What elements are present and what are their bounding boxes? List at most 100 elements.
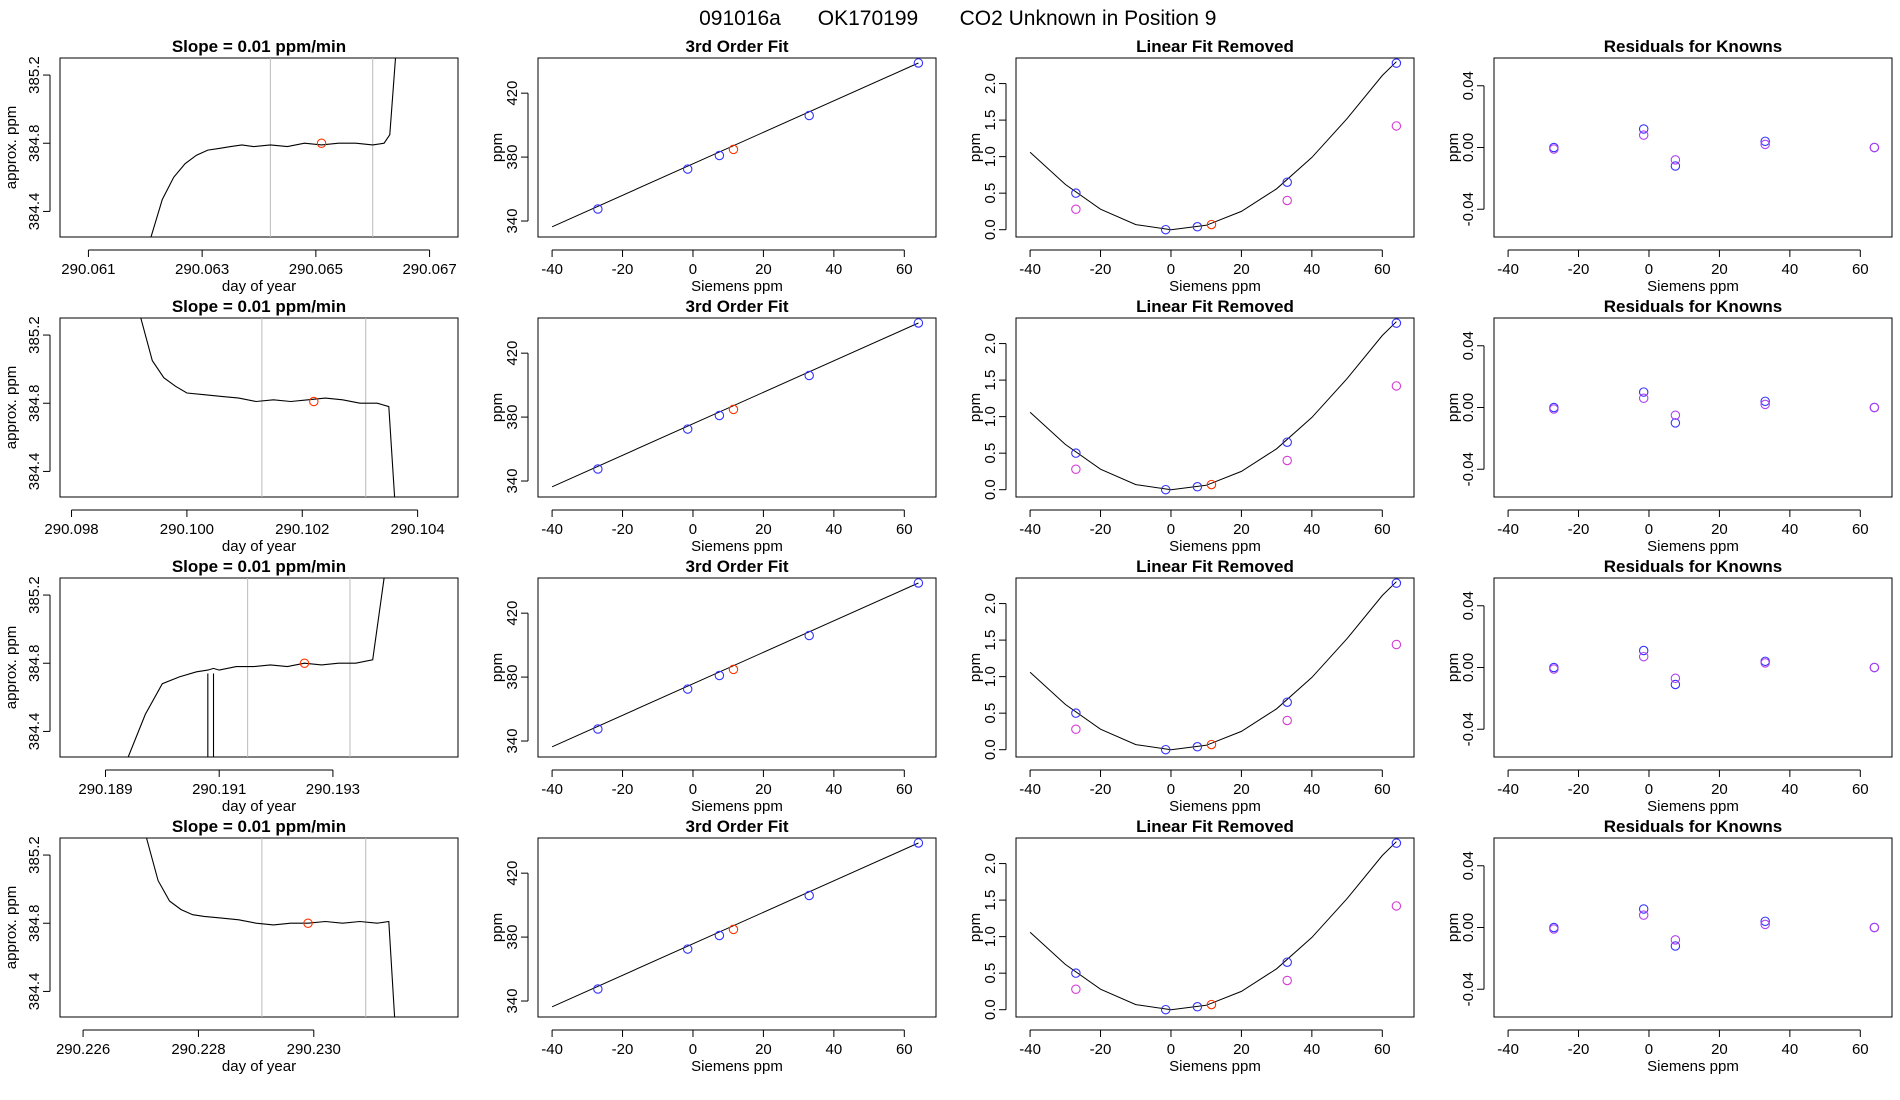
residual-point xyxy=(1869,922,1880,933)
y-tick-label: 385.2 xyxy=(26,316,43,354)
y-tick-label: 340 xyxy=(504,469,521,494)
plot-data xyxy=(150,58,397,237)
removed-point xyxy=(1071,464,1081,474)
x-tick-label: -40 xyxy=(1497,261,1519,278)
y-tick-label: 380 xyxy=(504,665,521,690)
x-axis-label: Siemens ppm xyxy=(1647,538,1739,555)
plot-frame xyxy=(1493,317,1893,498)
y-tick-label: 1.0 xyxy=(982,406,999,427)
x-tick-label: 20 xyxy=(1711,781,1728,798)
plot-frame xyxy=(1493,577,1893,758)
residual-point xyxy=(1760,136,1770,147)
standard-point xyxy=(1071,448,1081,458)
y-tick-label: 0.0 xyxy=(982,219,999,240)
standard-point xyxy=(1282,957,1292,967)
y-tick-label: 0.04 xyxy=(1460,331,1477,360)
x-axis-label: Siemens ppm xyxy=(691,538,783,555)
y-tick-label: 0.00 xyxy=(1460,653,1477,682)
standard-point xyxy=(1160,1004,1171,1015)
y-tick-label: 384.8 xyxy=(26,384,43,422)
plot-frame xyxy=(59,57,459,238)
x-tick-label: 20 xyxy=(1711,1041,1728,1058)
y-tick-label: 1.0 xyxy=(982,146,999,167)
y-axis-label: approx. ppm xyxy=(3,626,20,709)
plot-data xyxy=(145,838,396,1017)
y-axis-label: approx. ppm xyxy=(3,886,20,969)
residual-point xyxy=(1869,142,1880,153)
x-tick-label: 290.191 xyxy=(192,781,246,798)
panel-fit-row-1: 3rd Order Fit -40 -20 0 20 40 60 Siemens ppm 340… xyxy=(489,37,937,295)
y-tick-label: 384.4 xyxy=(26,193,43,231)
residual-point xyxy=(1638,387,1649,397)
y-tick-label: -0.04 xyxy=(1460,452,1477,486)
standard-point xyxy=(1282,437,1292,447)
removed-point xyxy=(1282,715,1292,726)
y-tick-label: 1.0 xyxy=(982,926,999,947)
y-tick-label: 0.04 xyxy=(1460,851,1477,880)
x-tick-label: 0 xyxy=(1645,261,1653,278)
x-tick-label: -20 xyxy=(612,261,634,278)
x-axis-label: day of year xyxy=(222,278,296,295)
residual-point xyxy=(1549,404,1559,414)
x-tick-label: 20 xyxy=(1233,261,1250,278)
x-tick-label: 290.102 xyxy=(275,521,329,538)
unknown-point xyxy=(728,924,739,935)
panel-trace-row-4: Slope = 0.01 ppm/min 290.226 290.228 290.23… xyxy=(3,817,459,1075)
residual-curve xyxy=(1029,841,1397,1011)
plot-frame xyxy=(59,317,459,498)
x-tick-label: 40 xyxy=(1782,1041,1799,1058)
standard-point xyxy=(1071,708,1081,718)
standard-point xyxy=(1391,58,1402,68)
standard-point xyxy=(1192,482,1203,492)
y-tick-label: 0.04 xyxy=(1460,591,1477,620)
plot-data xyxy=(1549,124,1880,171)
x-tick-label: 0 xyxy=(689,781,697,798)
x-tick-label: 60 xyxy=(1374,1041,1391,1058)
panel-title: Slope = 0.01 ppm/min xyxy=(172,557,346,576)
removed-point xyxy=(1391,381,1402,391)
removed-point xyxy=(1391,121,1402,131)
y-axis-label: ppm xyxy=(967,133,984,162)
y-tick-label: 1.5 xyxy=(982,110,999,131)
residual-point xyxy=(1670,410,1681,420)
x-tick-label: -40 xyxy=(541,521,563,538)
plot-frame xyxy=(537,837,937,1018)
panel-linear-row-2: Linear Fit Removed -40 -20 0 20 40 60 Siemens p… xyxy=(967,297,1415,555)
standard-point xyxy=(913,58,924,68)
y-tick-label: 0.5 xyxy=(982,963,999,984)
plot-frame xyxy=(59,837,459,1018)
x-tick-label: -20 xyxy=(1090,1041,1112,1058)
trace-line xyxy=(150,58,397,237)
x-axis-label: Siemens ppm xyxy=(1169,538,1261,555)
standard-point xyxy=(682,944,693,954)
plot-frame xyxy=(1493,837,1893,1018)
average-point xyxy=(299,658,310,668)
y-tick-label: 0.5 xyxy=(982,443,999,464)
x-tick-label: -40 xyxy=(1497,1041,1519,1058)
residual-point xyxy=(1760,919,1770,930)
y-tick-label: 0.0 xyxy=(982,479,999,500)
y-tick-label: 0.5 xyxy=(982,703,999,724)
y-tick-label: 385.2 xyxy=(26,576,43,614)
unknown-point xyxy=(1206,479,1217,490)
x-tick-label: 290.063 xyxy=(175,261,229,278)
x-tick-label: 40 xyxy=(1304,781,1321,798)
panel-title: 3rd Order Fit xyxy=(686,817,789,836)
x-tick-label: 40 xyxy=(1782,781,1799,798)
residual-point xyxy=(1638,645,1649,656)
x-tick-label: -20 xyxy=(1090,781,1112,798)
plot-data xyxy=(1029,318,1402,495)
fit-line xyxy=(551,582,919,748)
standard-point xyxy=(1391,318,1402,328)
standard-point xyxy=(804,110,814,121)
x-tick-label: -40 xyxy=(1019,1041,1041,1058)
x-tick-label: 40 xyxy=(1782,261,1799,278)
plot-frame xyxy=(1015,57,1415,238)
x-tick-label: 0 xyxy=(1645,781,1653,798)
y-tick-label: 385.2 xyxy=(26,836,43,874)
residual-point xyxy=(1869,402,1880,413)
residual-curve xyxy=(1029,321,1397,491)
panel-title: Linear Fit Removed xyxy=(1136,557,1294,576)
x-tick-label: 0 xyxy=(1645,521,1653,538)
